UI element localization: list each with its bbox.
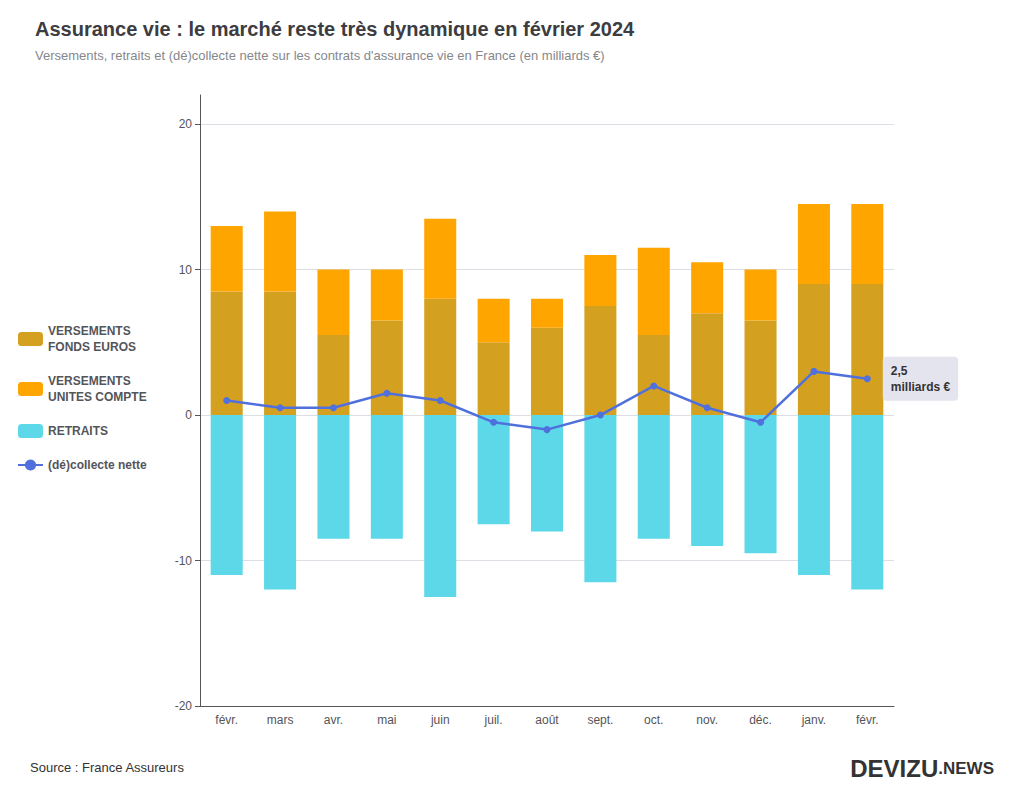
svg-text:janv.: janv. <box>801 713 826 727</box>
svg-text:RETRAITS: RETRAITS <box>48 424 108 438</box>
svg-text:VERSEMENTS: VERSEMENTS <box>48 374 131 388</box>
svg-text:UNITES COMPTE: UNITES COMPTE <box>48 390 147 404</box>
svg-text:août: août <box>535 713 559 727</box>
svg-text:Assurance vie : le marché rest: Assurance vie : le marché reste très dyn… <box>35 18 635 40</box>
svg-text:nov.: nov. <box>696 713 718 727</box>
svg-text:Versements, retraits et (dé)co: Versements, retraits et (dé)collecte net… <box>35 48 605 63</box>
svg-text:mai: mai <box>377 713 396 727</box>
svg-text:2,5: 2,5 <box>891 364 908 378</box>
svg-text:-10: -10 <box>175 554 193 568</box>
svg-text:févr.: févr. <box>856 713 879 727</box>
svg-text:FONDS EUROS: FONDS EUROS <box>48 340 136 354</box>
svg-text:oct.: oct. <box>644 713 663 727</box>
svg-text:avr.: avr. <box>324 713 343 727</box>
svg-text:-20: -20 <box>175 699 193 713</box>
svg-text:0: 0 <box>185 408 192 422</box>
svg-text:.NEWS: .NEWS <box>938 759 994 778</box>
svg-text:20: 20 <box>179 117 193 131</box>
svg-text:DEVIZU: DEVIZU <box>850 755 938 782</box>
svg-text:VERSEMENTS: VERSEMENTS <box>48 324 131 338</box>
svg-text:(dé)collecte nette: (dé)collecte nette <box>48 458 147 472</box>
svg-text:févr.: févr. <box>215 713 238 727</box>
svg-text:juil.: juil. <box>484 713 503 727</box>
svg-text:mars: mars <box>267 713 294 727</box>
svg-text:Source : France Assureurs: Source : France Assureurs <box>30 760 184 775</box>
svg-text:10: 10 <box>179 263 193 277</box>
svg-text:milliards €: milliards € <box>891 380 951 394</box>
svg-text:juin: juin <box>430 713 450 727</box>
svg-text:sept.: sept. <box>587 713 613 727</box>
svg-text:déc.: déc. <box>749 713 772 727</box>
